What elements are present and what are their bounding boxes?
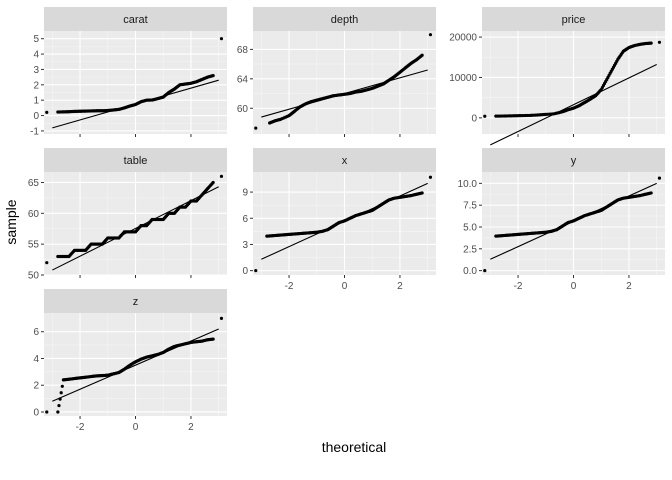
data-point: [211, 337, 215, 341]
data-point: [211, 180, 215, 185]
facet-strip-label: x: [342, 155, 348, 167]
data-point: [420, 191, 424, 195]
x-axis-title: theoretical: [322, 439, 387, 455]
data-point: [45, 261, 49, 265]
facet-strip-label: carat: [123, 14, 147, 26]
data-point: [60, 384, 64, 388]
x-tick-label: 0: [133, 422, 139, 433]
facet-strip: [253, 7, 436, 31]
y-tick-label: 0: [33, 111, 39, 122]
facet-strip: [482, 7, 665, 31]
x-tick-label: -2: [285, 281, 294, 292]
x-tick-label: -2: [514, 281, 523, 292]
y-tick-label: 55: [28, 240, 40, 251]
facet-strip-label: price: [562, 14, 586, 26]
facet-panel-x: x 0 3 6 9 -2 0 2: [242, 148, 436, 292]
data-point: [59, 391, 63, 395]
x-tick-label: -2: [76, 422, 85, 433]
y-tick-label: 65: [28, 178, 40, 189]
y-tick-label: 0: [242, 266, 248, 277]
y-tick-label: -1: [30, 126, 39, 137]
data-point: [56, 410, 60, 414]
y-tick-label: 64: [237, 74, 249, 85]
x-tick-label: 0: [571, 281, 577, 292]
y-tick-label: 2: [33, 381, 39, 392]
facet-strip: [44, 148, 227, 172]
x-tick-label: 2: [397, 281, 403, 292]
data-point: [428, 33, 433, 37]
facet-strip-label: depth: [331, 14, 359, 26]
data-point: [219, 37, 224, 41]
facet-panel-table: table 50 55 60 65: [28, 148, 227, 282]
data-point: [649, 191, 653, 195]
y-tick-label: 4: [33, 50, 39, 61]
y-tick-label: 6: [242, 214, 248, 225]
y-tick-label: 9: [242, 188, 248, 199]
facet-panel-depth: depth 60 64 68: [237, 7, 436, 137]
facet-strip: [44, 7, 227, 31]
y-tick-label: 60: [237, 104, 249, 115]
data-point: [483, 269, 487, 273]
y-axis-title: sample: [3, 199, 19, 244]
y-tick-label: 0: [33, 407, 39, 418]
y-tick-label: 6: [33, 327, 39, 338]
data-point: [657, 176, 662, 180]
data-point: [254, 269, 258, 273]
x-tick-label: 2: [188, 422, 194, 433]
facet-panel-y: y 0.0 2.5 5.0 7.5 10.0 -2 0 2: [458, 148, 665, 292]
data-point: [57, 403, 61, 408]
facet-panel-price: price 0 10000 20000: [449, 7, 665, 146]
facet-strip: [253, 148, 436, 172]
y-tick-label: 4: [33, 354, 39, 365]
y-tick-label: 3: [242, 240, 248, 251]
y-tick-label: 50: [28, 271, 40, 282]
data-point: [58, 397, 62, 401]
y-tick-label: 20000: [449, 33, 477, 44]
data-point: [219, 316, 224, 320]
y-tick-label: 60: [28, 209, 40, 220]
y-tick-label: 3: [33, 65, 39, 76]
data-point: [219, 174, 224, 178]
facet-panel-carat: carat -1 0 1 2 3 4 5: [30, 7, 227, 137]
y-tick-label: 68: [237, 45, 249, 56]
y-tick-label: 5: [33, 34, 39, 45]
y-tick-label: 10000: [449, 73, 477, 84]
data-point: [428, 175, 433, 179]
qq-reference-line: [490, 64, 657, 146]
data-point: [657, 40, 662, 44]
data-point: [483, 114, 487, 118]
y-tick-label: 0.0: [463, 266, 477, 277]
y-tick-label: 0: [471, 113, 477, 124]
y-tick-label: 2: [33, 80, 39, 91]
data-point: [254, 126, 258, 130]
facet-strip-label: y: [571, 155, 577, 167]
facet-panel-z: z 0 2 4 6 -2 0 2: [33, 289, 227, 433]
data-point: [45, 410, 49, 414]
y-tick-label: 2.5: [463, 244, 477, 255]
y-tick-label: 1: [33, 96, 39, 107]
data-point: [211, 73, 215, 78]
data-point: [45, 110, 49, 114]
facet-strip: [44, 289, 227, 313]
y-tick-label: 5.0: [463, 222, 477, 233]
y-tick-label: 10.0: [458, 179, 478, 190]
y-tick-label: 7.5: [463, 201, 477, 212]
x-tick-label: 0: [342, 281, 348, 292]
x-tick-label: 2: [626, 281, 632, 292]
facet-strip: [482, 148, 665, 172]
facet-strip-label: z: [133, 296, 139, 308]
facet-strip-label: table: [124, 155, 148, 167]
data-point: [420, 53, 424, 57]
data-point: [649, 41, 653, 45]
